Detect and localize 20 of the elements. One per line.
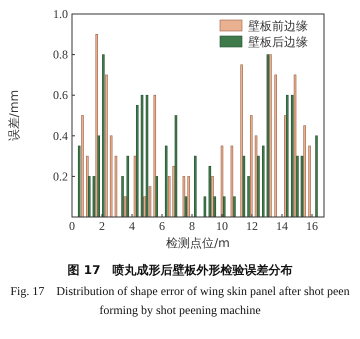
text: Fig. 17 Distribution of shape error of wing skin panel after shot peen forming by shot peening machine (9, 283, 351, 319)
y-tick-label: 0.2 (53, 169, 68, 184)
x-tick-label: 16 (306, 219, 318, 233)
x-tick-label: 4 (129, 219, 135, 233)
x-tick-label: 12 (246, 219, 258, 233)
x-tick-label: 2 (99, 219, 105, 233)
x-tick-label: 10 (216, 219, 228, 233)
x-tick-label: 14 (276, 219, 288, 233)
y-tick-label: 0.6 (53, 88, 68, 102)
text: 图 17 喷丸成形后壁板外形检验误差分布 (66, 262, 294, 279)
legend-label: 壁板前边缘 (248, 19, 308, 33)
x-axis-title: 检测点位/m (166, 236, 230, 250)
y-axis-title: 误差/mm (7, 90, 21, 142)
x-tick-label: 8 (189, 219, 195, 233)
x-tick-label: 0 (69, 219, 75, 233)
y-tick-label: 0.8 (53, 48, 68, 62)
legend-label: 壁板后边缘 (248, 35, 308, 49)
y-tick-label: 0.4 (53, 128, 68, 143)
y-tick-label: 1.0 (53, 7, 68, 21)
x-tick-label: 6 (159, 219, 165, 233)
